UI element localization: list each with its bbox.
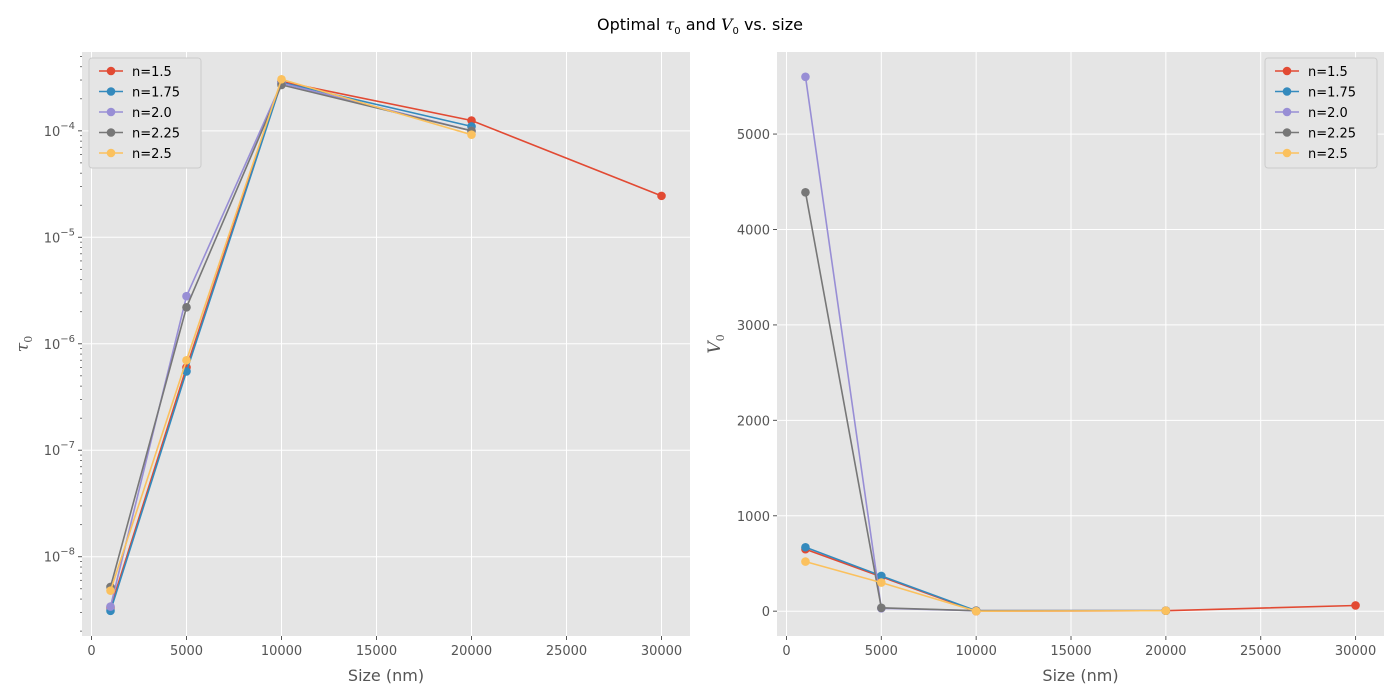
data-point <box>801 542 810 552</box>
legend-marker <box>106 128 116 137</box>
data-point <box>106 602 115 611</box>
x-axis-label: Size (nm) <box>348 666 424 685</box>
x-tick-label: 15000 <box>356 644 397 659</box>
legend-label: n=2.25 <box>1308 127 1356 142</box>
series-line-n=2.25 <box>109 83 472 588</box>
x-tick-label: 0 <box>782 644 790 659</box>
data-point <box>801 557 810 566</box>
legend-marker <box>1282 87 1292 96</box>
data-point <box>1161 606 1171 616</box>
v0-chart-panel: 0 5000 10000 15000 20000 25000 30000 0 1000 2000 3… <box>705 52 1384 685</box>
y-tick-label: 10−4 <box>44 121 75 140</box>
data-point <box>106 586 115 595</box>
y-tick-label: 10−5 <box>44 227 75 246</box>
legend-label: n=2.0 <box>132 106 172 121</box>
series-line-n=2.5 <box>805 560 1166 613</box>
legend-label: n=1.75 <box>1308 86 1356 101</box>
data-point <box>277 74 286 84</box>
x-tick-label: 10000 <box>261 644 302 659</box>
data-point <box>801 187 810 197</box>
y-tick-label: 3000 <box>737 319 770 334</box>
legend-marker <box>106 107 116 117</box>
data-point <box>657 191 666 201</box>
y-axis-label: τ0 <box>13 336 35 352</box>
data-point <box>877 603 886 613</box>
legend-marker <box>1282 66 1292 76</box>
x-tick-label: 30000 <box>1335 644 1376 659</box>
y-tick-label: 10−7 <box>44 440 75 459</box>
legend-label: n=1.5 <box>132 65 172 80</box>
series-line-n=1.75 <box>109 81 472 612</box>
legend-label: n=1.5 <box>1308 65 1348 80</box>
data-point <box>801 72 810 82</box>
x-tick-label: 0 <box>87 644 95 659</box>
legend-box <box>88 57 202 169</box>
y-tick-label: 10−6 <box>44 334 75 353</box>
y-tick-label: 10−8 <box>44 547 75 566</box>
tau0-chart-panel: 0 5000 10000 15000 20000 25000 30000 10−8 10−7 10… <box>13 52 690 685</box>
legend-marker <box>1282 107 1292 117</box>
x-tick-label: 20000 <box>451 644 492 659</box>
data-point <box>182 355 191 365</box>
legend-label: n=2.5 <box>132 147 172 162</box>
data-point <box>182 291 191 301</box>
y-tick-label: 1000 <box>737 510 770 525</box>
data-point <box>467 116 476 125</box>
x-tick-label: 25000 <box>546 644 587 659</box>
x-tick-label: 5000 <box>170 644 203 659</box>
x-axis-label: Size (nm) <box>1042 666 1118 685</box>
x-tick-label: 20000 <box>1145 644 1186 659</box>
data-point <box>877 578 886 587</box>
legend-marker <box>106 66 116 76</box>
legend: n=1.5 n=1.75 n=2.0 n=2.25 n=2.5 <box>88 57 202 169</box>
x-tick-label: 15000 <box>1050 644 1091 659</box>
series-line-n=2.5 <box>109 78 472 591</box>
y-tick-label: 4000 <box>737 223 770 238</box>
legend-label: n=2.0 <box>1308 106 1348 121</box>
legend-label: n=2.5 <box>1308 147 1348 162</box>
x-tick-label: 25000 <box>1240 644 1281 659</box>
legend-marker <box>106 148 116 158</box>
legend-marker <box>1282 128 1292 137</box>
legend-label: n=2.25 <box>132 127 180 142</box>
figure-title: Optimal τ0 and V0 vs. size <box>597 15 803 37</box>
data-point <box>971 606 981 616</box>
y-tick-label: 2000 <box>737 414 770 429</box>
y-tick-label: 0 <box>762 605 770 620</box>
x-tick-label: 5000 <box>865 644 898 659</box>
data-point <box>1351 601 1360 610</box>
data-point <box>467 130 476 139</box>
y-tick-label: 5000 <box>737 128 770 143</box>
data-point <box>182 303 191 312</box>
legend-marker <box>106 87 116 96</box>
y-axis-label: V0 <box>705 334 727 353</box>
legend: n=1.5 n=1.75 n=2.0 n=2.25 n=2.5 <box>1264 57 1378 169</box>
data-point <box>877 571 886 581</box>
legend-marker <box>1282 148 1292 158</box>
legend-box <box>1264 57 1378 169</box>
x-tick-label: 30000 <box>641 644 682 659</box>
x-tick-label: 10000 <box>955 644 996 659</box>
legend-label: n=1.75 <box>132 86 180 101</box>
